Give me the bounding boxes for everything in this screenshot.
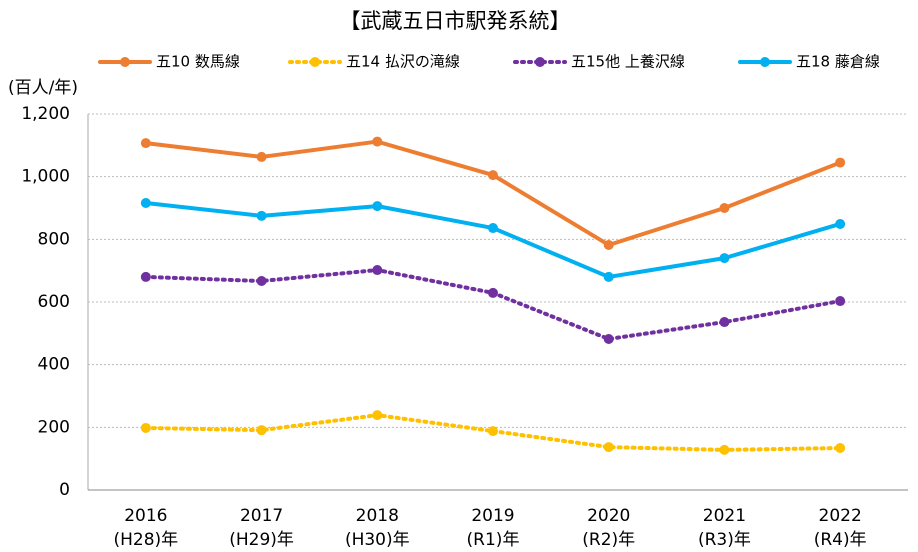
data-point [603, 333, 614, 344]
data-point [835, 218, 846, 229]
data-point [488, 170, 498, 181]
x-tick-label: 2018 [356, 506, 399, 526]
x-tick-label: 2016 [124, 506, 167, 526]
data-point [140, 271, 151, 282]
data-point [372, 201, 383, 212]
data-point [835, 157, 846, 168]
x-tick-label: 2020 [587, 506, 630, 526]
x-tick-label: (R1)年 [467, 530, 520, 550]
legend-label: 五14 払沢の滝線 [346, 53, 460, 71]
series-line [143, 200, 843, 279]
legend-marker [535, 57, 545, 67]
data-point [256, 151, 267, 162]
data-point [835, 443, 846, 454]
legend-marker [310, 57, 320, 67]
x-tick-label: 2021 [703, 506, 746, 526]
x-tick-label: (H29)年 [229, 530, 294, 550]
data-point [140, 138, 151, 149]
y-tick-label: 1,000 [21, 167, 70, 187]
data-point [372, 410, 383, 421]
data-point [140, 197, 151, 208]
legend-label: 五10 数馬線 [156, 53, 240, 71]
y-tick-label: 800 [38, 229, 70, 249]
data-point [372, 136, 383, 147]
x-tick-label: 2017 [240, 506, 283, 526]
legend-marker [120, 57, 130, 67]
data-point [719, 444, 730, 455]
legend-label: 五18 藤倉線 [796, 53, 880, 71]
data-point [140, 422, 151, 433]
legend-label: 五15他 上養沢線 [571, 53, 685, 71]
series-line [143, 268, 843, 341]
legend-marker [760, 57, 770, 67]
chart-title: 【武蔵五日市駅発系統】 [340, 9, 571, 33]
data-point [488, 223, 498, 234]
data-point [488, 426, 498, 437]
y-tick-label: 600 [38, 292, 70, 312]
data-point [603, 239, 614, 250]
data-point [256, 425, 267, 436]
data-point [488, 287, 498, 298]
y-axis-label: (百人/年) [8, 78, 78, 98]
x-tick-label: (R3)年 [698, 530, 751, 550]
data-point [372, 265, 383, 276]
data-point [835, 296, 846, 307]
y-tick-label: 200 [38, 417, 70, 437]
data-point [603, 442, 614, 453]
y-tick-label: 1,200 [21, 104, 70, 124]
y-tick-label: 400 [38, 355, 70, 375]
x-tick-label: (H30)年 [345, 530, 410, 550]
x-tick-label: 2019 [471, 506, 514, 526]
data-point [719, 253, 730, 264]
data-point [719, 317, 730, 328]
data-point [256, 210, 267, 221]
x-tick-label: 2022 [819, 506, 862, 526]
x-tick-label: (R4)年 [814, 530, 867, 550]
x-tick-label: (H28)年 [114, 530, 179, 550]
y-tick-label: 0 [59, 480, 70, 500]
data-point [256, 276, 267, 287]
x-tick-label: (R2)年 [582, 530, 635, 550]
data-point [603, 271, 614, 282]
data-point [719, 203, 730, 213]
